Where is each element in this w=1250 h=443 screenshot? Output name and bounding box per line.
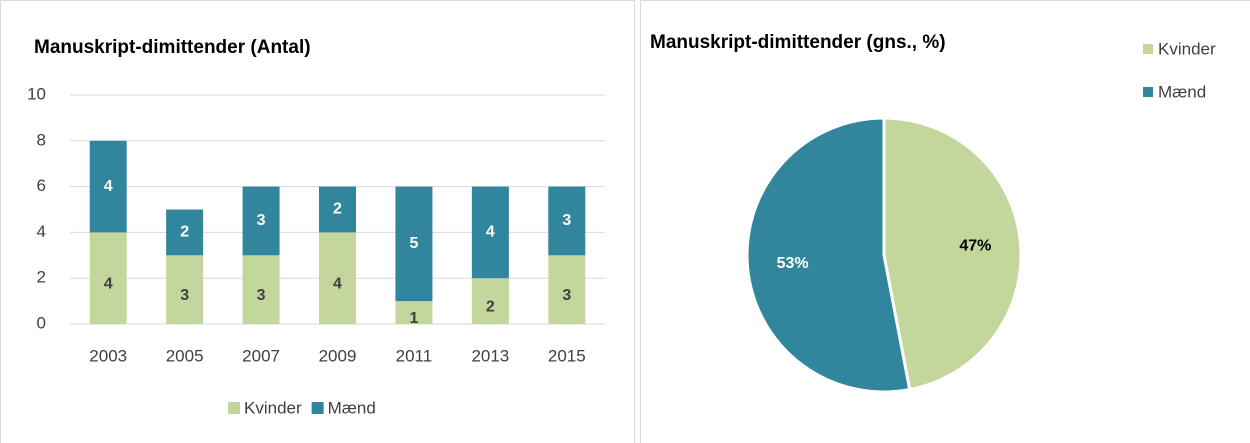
pie-slice xyxy=(882,116,1023,392)
bar-segment xyxy=(395,301,433,324)
legend-swatch xyxy=(228,402,240,414)
data-label: 3 xyxy=(180,287,189,304)
x-tick-label: 2005 xyxy=(166,346,204,365)
bar-segment xyxy=(471,278,509,324)
legend-label: Kvinder xyxy=(244,398,302,417)
legend-swatch xyxy=(311,402,324,414)
legend-swatch xyxy=(1143,87,1153,97)
x-tick-label: 2003 xyxy=(89,346,127,365)
data-label: 3 xyxy=(562,287,571,304)
data-label: 4 xyxy=(333,275,342,292)
data-label: 2 xyxy=(180,224,189,241)
bar-segment xyxy=(89,232,127,324)
chart-title: Manuskript-dimittender (gns., %) xyxy=(650,32,946,53)
data-label: 53% xyxy=(777,255,809,272)
legend-label: Mænd xyxy=(1158,82,1206,101)
bar-segment xyxy=(548,255,586,324)
y-tick-label: 2 xyxy=(37,268,46,287)
bar-segment xyxy=(319,232,356,324)
bar-segment xyxy=(166,255,204,324)
bar-segment xyxy=(471,186,509,279)
bar-segment xyxy=(242,186,280,256)
legend-label: Mænd xyxy=(328,398,376,417)
data-label: 2 xyxy=(333,201,342,218)
data-label: 47% xyxy=(959,238,991,255)
bar-segment xyxy=(242,255,280,324)
bar-segment xyxy=(395,186,433,302)
x-tick-label: 2015 xyxy=(548,346,586,365)
y-tick-label: 0 xyxy=(37,313,46,332)
y-tick-label: 8 xyxy=(37,130,46,149)
chart-title: Manuskript-dimittender (Antal) xyxy=(34,37,311,58)
y-tick-label: 10 xyxy=(27,84,46,103)
x-tick-label: 2011 xyxy=(396,346,433,365)
data-label: 3 xyxy=(257,212,266,229)
data-label: 5 xyxy=(409,235,418,252)
legend-label: Kvinder xyxy=(1158,39,1216,58)
data-label: 3 xyxy=(562,212,571,229)
data-label: 4 xyxy=(486,224,495,241)
data-label: 4 xyxy=(104,178,113,195)
x-tick-label: 2007 xyxy=(242,346,280,365)
data-label: 4 xyxy=(104,275,113,292)
data-label: 1 xyxy=(409,310,418,327)
bar-segment xyxy=(548,186,586,256)
y-tick-label: 4 xyxy=(37,222,46,241)
data-label: 3 xyxy=(257,287,266,304)
pie-slice xyxy=(745,116,912,394)
y-tick-label: 6 xyxy=(37,176,46,195)
data-label: 2 xyxy=(486,298,495,315)
x-tick-label: 2009 xyxy=(319,346,357,365)
legend-swatch xyxy=(1143,44,1153,54)
x-tick-label: 2013 xyxy=(471,346,509,365)
bar-segment xyxy=(89,140,127,233)
bar-segment xyxy=(166,209,204,256)
bar-segment xyxy=(319,186,356,233)
